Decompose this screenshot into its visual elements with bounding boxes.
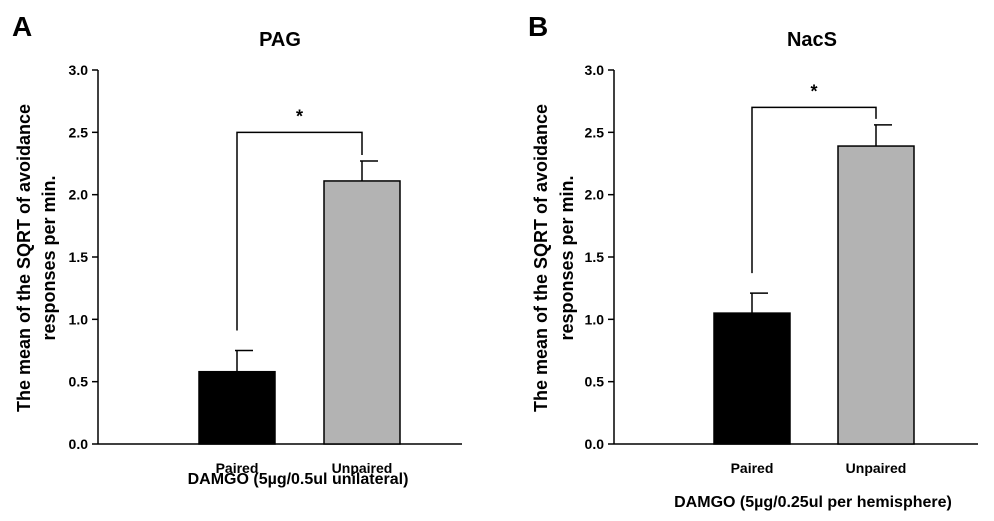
y-tick-label: 0.5 [585, 374, 605, 390]
panel-letter: B [528, 11, 548, 42]
panel-a: A PAG 0.0 0.5 1.0 1.5 2.0 2.5 3.0 Paired Unpaired *… [12, 11, 462, 488]
x-axis-label: DAMGO (5µg/0.5ul unilateral) [188, 471, 409, 488]
chart-title: PAG [259, 29, 301, 51]
y-tick-label: 2.5 [585, 124, 605, 140]
y-tick-label: 1.0 [69, 311, 89, 327]
y-tick-label: 2.0 [585, 187, 605, 203]
y-tick-label: 1.5 [69, 249, 89, 265]
significance-bracket [751, 106, 877, 274]
y-axis-label-line: responses per min. [39, 175, 59, 340]
y-tick-label: 1.5 [585, 249, 605, 265]
y-tick-label: 3.0 [69, 62, 89, 78]
chart-title: NacS [787, 29, 837, 51]
bar-paired [198, 370, 276, 445]
significance-star: * [296, 106, 303, 126]
bar-unpaired [323, 180, 401, 445]
y-tick-label: 3.0 [585, 62, 605, 78]
y-axis-label-line: responses per min. [557, 175, 577, 340]
y-axis-label-line: The mean of the SQRT of avoidance [14, 104, 34, 412]
bar-unpaired [837, 145, 915, 445]
bar-paired [713, 312, 791, 445]
y-tick-label: 0.5 [69, 374, 89, 390]
y-tick-label: 2.5 [69, 124, 89, 140]
x-category-label: Paired [731, 460, 774, 476]
x-category-label: Unpaired [332, 460, 393, 476]
x-category-label: Paired [216, 460, 259, 476]
y-tick-label: 0.0 [585, 436, 605, 452]
y-axis-label-line: The mean of the SQRT of avoidance [531, 104, 551, 412]
panel-b: B NacS 0.0 0.5 1.0 1.5 2.0 2.5 3.0 Paired Unpaired… [528, 11, 978, 511]
significance-star: * [810, 81, 817, 101]
x-category-label: Unpaired [846, 460, 907, 476]
x-axis-label: DAMGO (5µg/0.25ul per hemisphere) [674, 494, 952, 511]
y-tick-label: 1.0 [585, 311, 605, 327]
panel-letter: A [12, 11, 32, 42]
significance-bracket [236, 131, 363, 331]
y-tick-label: 0.0 [69, 436, 89, 452]
y-tick-label: 2.0 [69, 187, 89, 203]
